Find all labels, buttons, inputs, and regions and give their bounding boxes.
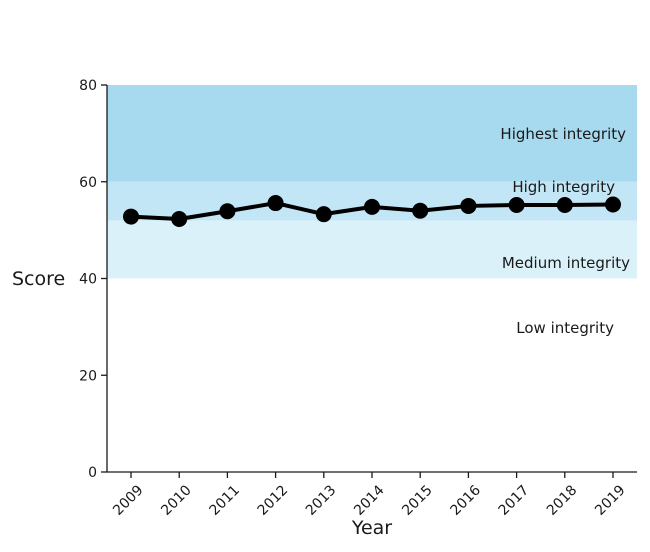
x-tick-label-2010: 2010 (158, 482, 195, 519)
x-tick-label-2019: 2019 (592, 482, 629, 519)
y-tick-label-40: 40 (79, 272, 97, 288)
data-point-2014 (364, 198, 380, 215)
data-point-2018 (556, 196, 573, 213)
data-point-2010 (171, 210, 188, 227)
band-label-3: Low integrity (516, 319, 614, 337)
data-point-2011 (219, 203, 236, 220)
data-point-2017 (508, 196, 525, 213)
data-point-2012 (267, 195, 284, 212)
data-point-2009 (123, 208, 139, 225)
x-tick-label-2014: 2014 (351, 482, 388, 519)
band-2 (107, 220, 637, 279)
data-point-2016 (460, 197, 477, 214)
band-3 (107, 278, 637, 472)
band-0 (107, 85, 637, 182)
x-tick-label-2018: 2018 (544, 482, 581, 519)
x-axis-title: Year (351, 517, 392, 539)
y-tick-label-20: 20 (79, 368, 97, 384)
data-point-2015 (412, 202, 429, 219)
x-tick-label-2015: 2015 (399, 482, 436, 519)
integrity-bands (107, 85, 637, 472)
band-label-1: High integrity (512, 178, 615, 196)
data-point-2013 (315, 206, 332, 223)
y-tick-label-0: 0 (88, 465, 97, 481)
data-point-2019 (605, 196, 621, 213)
y-axis-title: Score (12, 268, 65, 290)
x-tick-label-2016: 2016 (447, 482, 484, 519)
y-tick-label-80: 80 (79, 78, 97, 94)
x-tick-label-2009: 2009 (110, 482, 147, 519)
band-label-2: Medium integrity (502, 254, 630, 272)
score-series (123, 195, 621, 227)
x-tick-label-2017: 2017 (496, 482, 533, 519)
band-label-0: Highest integrity (500, 125, 626, 143)
y-tick-label-60: 60 (79, 175, 97, 191)
x-tick-label-2011: 2011 (206, 482, 243, 519)
x-tick-label-2012: 2012 (255, 482, 292, 519)
integrity-band-labels: Highest integrity High integrity Medium in… (500, 125, 630, 337)
x-tick-label-2013: 2013 (303, 482, 340, 519)
